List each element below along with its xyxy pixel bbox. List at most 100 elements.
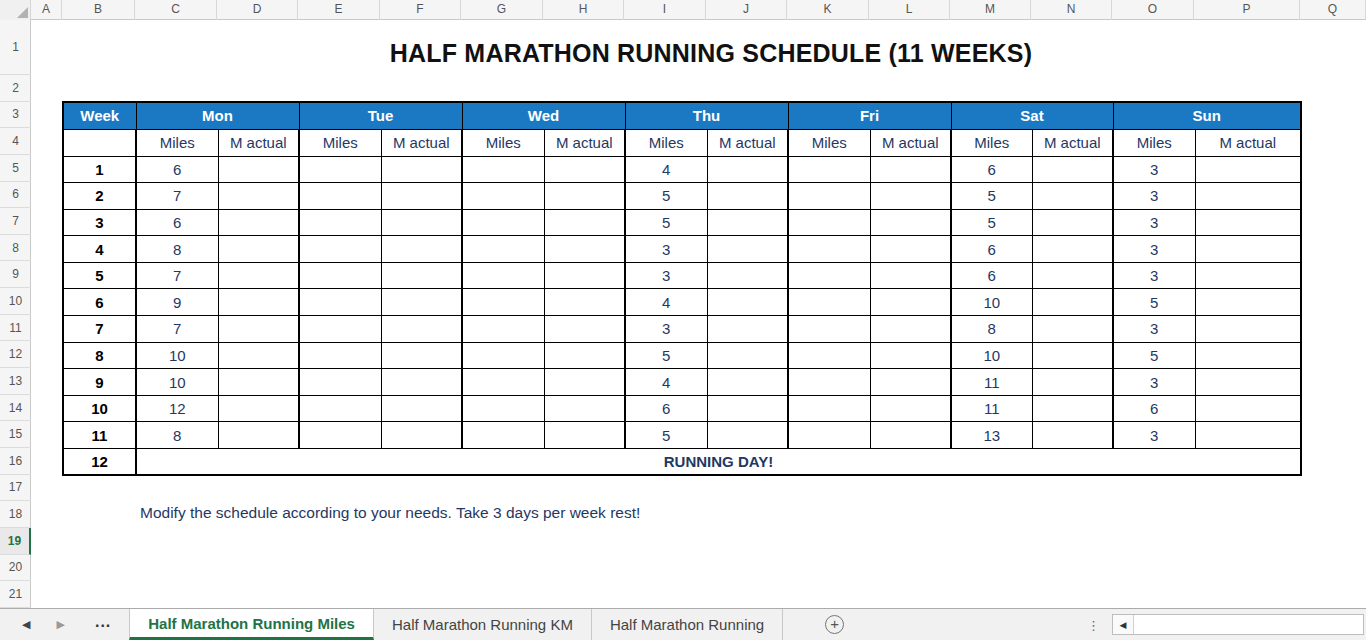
schedule-cell[interactable] (381, 369, 462, 396)
row-header-21[interactable]: 21 (0, 581, 31, 608)
day-header-mon[interactable]: Mon (136, 102, 299, 129)
week-number-cell[interactable]: 5 (63, 262, 136, 289)
day-header-tue[interactable]: Tue (299, 102, 462, 129)
sub-header-sat-miles[interactable]: Miles (951, 129, 1032, 156)
column-header-P[interactable]: P (1194, 0, 1300, 20)
row-header-6[interactable]: 6 (0, 182, 31, 209)
schedule-cell[interactable] (299, 342, 381, 369)
schedule-cell[interactable] (462, 289, 544, 316)
schedule-cell[interactable]: 5 (1113, 342, 1195, 369)
schedule-cell[interactable] (462, 183, 544, 210)
day-header-thu[interactable]: Thu (625, 102, 788, 129)
schedule-cell[interactable]: 3 (1113, 209, 1195, 236)
schedule-cell[interactable] (462, 395, 544, 422)
schedule-cell[interactable]: 5 (1113, 289, 1195, 316)
schedule-cell[interactable] (299, 183, 381, 210)
schedule-cell[interactable] (788, 262, 870, 289)
next-sheet-icon[interactable]: ▶ (56, 618, 64, 631)
week-number-cell[interactable]: 11 (63, 422, 136, 449)
column-header-C[interactable]: C (135, 0, 217, 20)
row-header-13[interactable]: 13 (0, 368, 31, 395)
week-number-cell[interactable]: 8 (63, 342, 136, 369)
column-header-F[interactable]: F (380, 0, 461, 20)
schedule-cell[interactable] (707, 209, 788, 236)
schedule-cell[interactable] (381, 289, 462, 316)
schedule-cell[interactable] (1032, 316, 1113, 343)
schedule-cell[interactable] (1032, 395, 1113, 422)
schedule-cell[interactable] (1195, 156, 1301, 183)
more-sheets-button[interactable]: ... (91, 613, 115, 637)
row-header-16[interactable]: 16 (0, 448, 31, 475)
column-header-H[interactable]: H (543, 0, 624, 20)
schedule-cell[interactable] (544, 289, 625, 316)
schedule-cell[interactable] (870, 316, 951, 343)
week-number-cell[interactable]: 7 (63, 316, 136, 343)
week-number-cell[interactable]: 10 (63, 395, 136, 422)
row-header-20[interactable]: 20 (0, 555, 31, 582)
schedule-cell[interactable]: 8 (951, 316, 1032, 343)
running-day-cell[interactable]: RUNNING DAY! (136, 449, 1301, 476)
schedule-cell[interactable] (707, 316, 788, 343)
day-header-wed[interactable]: Wed (462, 102, 625, 129)
sheet-tab-half-marathon-running[interactable]: Half Marathon Running (592, 609, 783, 640)
schedule-cell[interactable] (1195, 262, 1301, 289)
schedule-cell[interactable] (1195, 316, 1301, 343)
schedule-cell[interactable]: 3 (625, 262, 707, 289)
schedule-cell[interactable] (707, 236, 788, 263)
sheet-tab-half-marathon-running-miles[interactable]: Half Marathon Running Miles (129, 609, 374, 640)
schedule-cell[interactable] (544, 209, 625, 236)
schedule-cell[interactable]: 3 (625, 316, 707, 343)
schedule-cell[interactable] (788, 395, 870, 422)
schedule-cell[interactable] (218, 236, 299, 263)
row-header-14[interactable]: 14 (0, 395, 31, 422)
schedule-cell[interactable]: 6 (951, 236, 1032, 263)
schedule-cell[interactable] (1032, 209, 1113, 236)
week-number-cell[interactable]: 4 (63, 236, 136, 263)
schedule-cell[interactable] (544, 236, 625, 263)
week-number-cell[interactable]: 6 (63, 289, 136, 316)
row-header-8[interactable]: 8 (0, 235, 31, 262)
schedule-cell[interactable] (1195, 209, 1301, 236)
schedule-cell[interactable] (788, 236, 870, 263)
schedule-cell[interactable] (299, 262, 381, 289)
column-header-I[interactable]: I (624, 0, 706, 20)
schedule-cell[interactable] (1195, 342, 1301, 369)
sub-header-fri-miles[interactable]: Miles (788, 129, 870, 156)
row-header-2[interactable]: 2 (0, 75, 31, 102)
schedule-cell[interactable] (381, 209, 462, 236)
schedule-cell[interactable] (870, 289, 951, 316)
schedule-cell[interactable]: 5 (951, 183, 1032, 210)
schedule-cell[interactable] (870, 236, 951, 263)
schedule-cell[interactable] (381, 342, 462, 369)
schedule-cell[interactable] (870, 395, 951, 422)
schedule-cell[interactable]: 3 (1113, 369, 1195, 396)
schedule-cell[interactable] (870, 422, 951, 449)
schedule-cell[interactable] (462, 369, 544, 396)
schedule-cell[interactable] (788, 156, 870, 183)
schedule-cell[interactable]: 8 (136, 236, 218, 263)
schedule-cell[interactable]: 6 (951, 156, 1032, 183)
column-header-G[interactable]: G (461, 0, 543, 20)
schedule-cell[interactable] (381, 395, 462, 422)
row-header-3[interactable]: 3 (0, 102, 31, 129)
schedule-cell[interactable] (788, 183, 870, 210)
schedule-cell[interactable] (1195, 236, 1301, 263)
schedule-cell[interactable] (707, 156, 788, 183)
schedule-cell[interactable] (218, 422, 299, 449)
sub-header-tue-miles[interactable]: Miles (299, 129, 381, 156)
row-header-11[interactable]: 11 (0, 315, 31, 342)
schedule-cell[interactable] (218, 316, 299, 343)
schedule-cell[interactable] (218, 342, 299, 369)
schedule-cell[interactable] (707, 395, 788, 422)
schedule-cell[interactable] (544, 395, 625, 422)
schedule-cell[interactable]: 5 (625, 209, 707, 236)
schedule-cell[interactable]: 5 (625, 183, 707, 210)
schedule-cell[interactable] (788, 369, 870, 396)
schedule-cell[interactable] (544, 156, 625, 183)
schedule-cell[interactable]: 6 (136, 156, 218, 183)
schedule-cell[interactable]: 12 (136, 395, 218, 422)
scroll-left-icon[interactable]: ◀ (1113, 615, 1134, 634)
sub-header-thu-actual[interactable]: M actual (707, 129, 788, 156)
schedule-cell[interactable] (870, 262, 951, 289)
row-header-7[interactable]: 7 (0, 208, 31, 235)
